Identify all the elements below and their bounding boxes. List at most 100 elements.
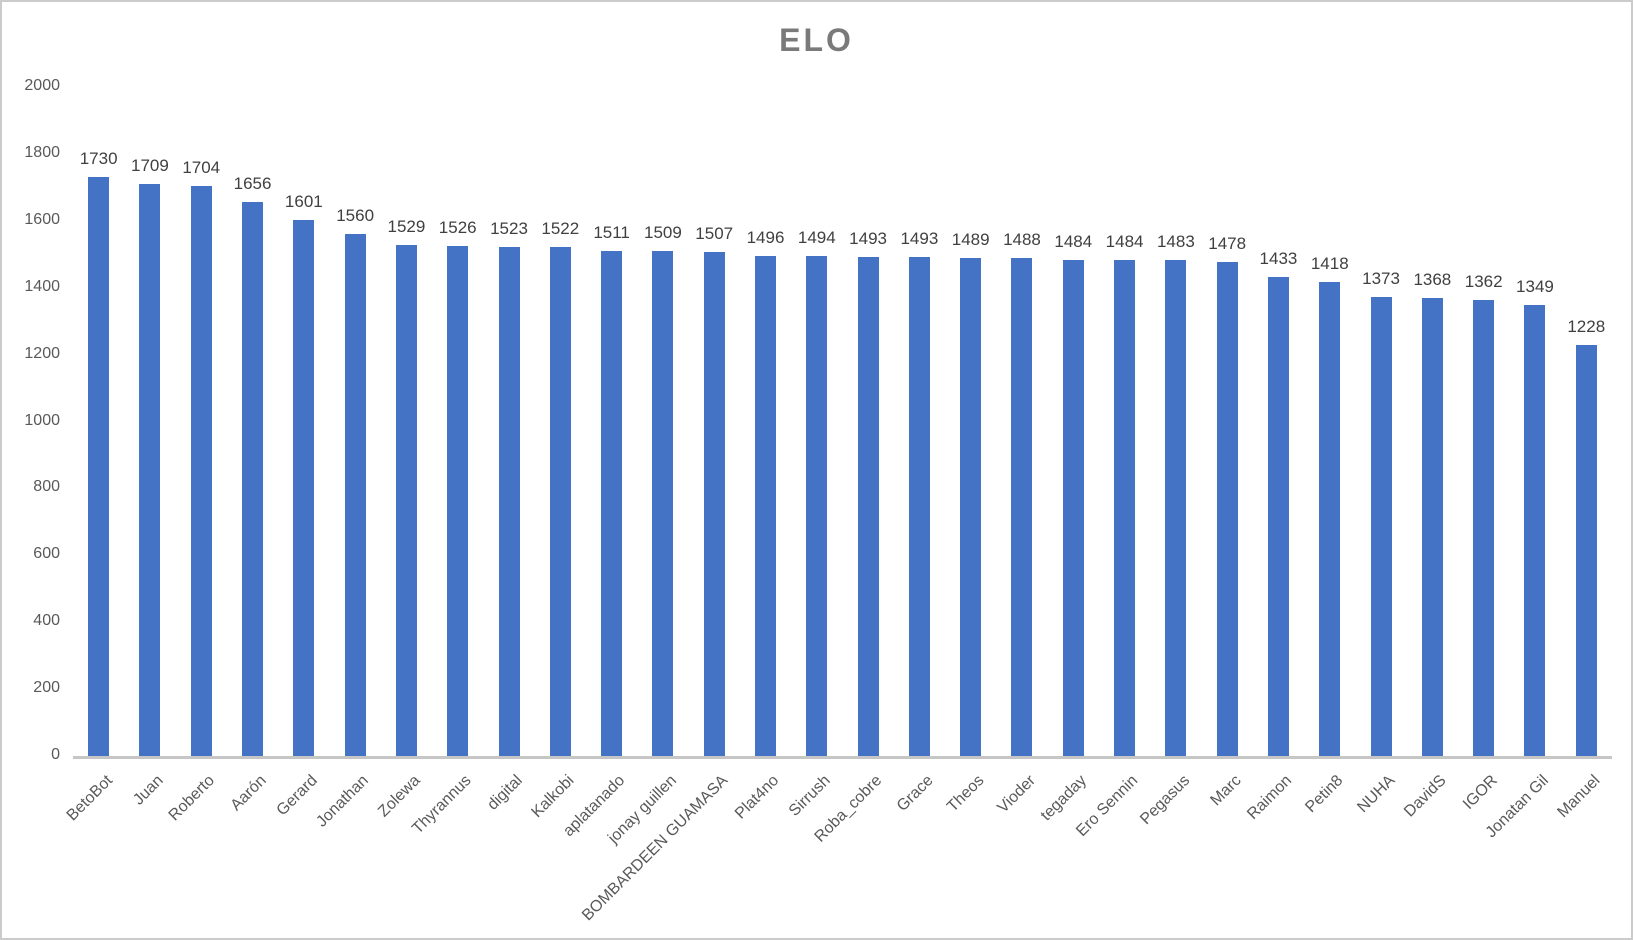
plot-area: 1730 1709 1704 1656 1601 1560 1529 1526 1523 1522… [73,87,1612,759]
bar-value-label: 1730 [79,149,118,169]
y-tick-label: 1400 [24,277,60,295]
bar [1267,276,1289,756]
bar-group: 1488 [996,87,1047,756]
bar-value-label: 1526 [438,217,477,237]
x-tick-label: Gerard [273,772,321,820]
x-tick-label: Jonathan [313,772,373,831]
bar-group: 1493 [894,87,945,756]
bar [447,245,469,756]
y-tick-label: 1600 [24,210,60,228]
bar-group: 1526 [432,87,483,756]
bar-value-label: 1511 [593,222,630,242]
bar [139,184,161,756]
bar-value-label: 1483 [1156,231,1195,251]
x-tick-label: Raimon [1244,772,1296,824]
bar [1319,281,1341,756]
bar [1114,259,1136,756]
bar-group: 1493 [842,87,893,756]
x-tick-label: Roberto [166,772,219,825]
bar-group: 1484 [1048,87,1099,756]
x-tick-label: DavidS [1400,772,1450,821]
bar [1165,259,1187,756]
bar [1575,345,1597,756]
bar [1011,258,1033,756]
bar-value-label: 1509 [643,223,682,243]
y-tick-label: 1800 [24,143,60,161]
bar [601,250,623,756]
y-tick-label: 2000 [24,77,60,94]
y-tick-label: 400 [33,612,60,630]
bar-group: 1368 [1407,87,1458,756]
y-tick-label: 1000 [24,411,60,429]
bar-value-label: 1373 [1362,268,1400,288]
y-tick-label: 600 [33,545,60,563]
bar-value-label: 1560 [336,206,375,226]
bar-group: 1601 [278,87,329,756]
bar-group: 1228 [1561,87,1612,756]
bar-group: 1478 [1202,87,1253,756]
bar [293,220,315,756]
bar [652,251,674,756]
bar-group: 1483 [1150,87,1201,756]
bar [88,177,110,756]
bar-group: 1496 [740,87,791,756]
bar-value-label: 1522 [541,218,580,238]
x-tick-label: Sirrush [786,772,834,820]
bar-group: 1494 [791,87,842,756]
bar-group: 1362 [1458,87,1509,756]
bar-group: 1509 [637,87,688,756]
bar-value-label: 1484 [1054,231,1093,251]
bar [1062,259,1084,756]
bar-group: 1511 [586,87,637,756]
bar-group: 1730 [73,87,124,756]
bar-value-label: 1489 [951,229,990,249]
bar-value-label: 1478 [1208,233,1247,253]
x-tick-label: Zolewa [374,772,424,821]
bar-group: 1484 [1099,87,1150,756]
bar [755,255,776,756]
y-tick-label: 0 [51,746,60,763]
bar-value-label: 1368 [1413,270,1452,290]
bar-value-label: 1529 [387,216,426,236]
bar-value-label: 1228 [1567,317,1606,337]
bar-value-label: 1496 [746,227,785,247]
bar [1421,298,1443,756]
x-tick-label: Theos [944,772,988,816]
bar-value-label: 1523 [490,218,528,238]
bar-value-label: 1656 [233,174,272,194]
x-tick-label: IGOR [1459,772,1501,813]
bar [908,256,930,756]
bar-group: 1507 [689,87,740,756]
bar-value-label: 1507 [695,223,734,243]
bar-group: 1529 [381,87,432,756]
bar-value-label: 1349 [1516,276,1554,296]
bar-value-label: 1704 [182,158,221,178]
y-tick-label: 800 [33,478,60,496]
bar-value-label: 1418 [1310,253,1349,273]
bar [344,234,366,756]
x-tick-label: BetoBot [63,772,116,825]
bar [1473,300,1495,756]
bar [857,256,879,756]
x-tick-label: digital [484,772,527,814]
bar [190,186,212,756]
bar-group: 1709 [124,87,175,756]
bar-group: 1489 [945,87,996,756]
x-tick-label: Aarón [227,772,270,815]
bar [806,256,828,756]
bar-value-label: 1494 [797,228,836,248]
bar [498,246,520,756]
bar-group: 1373 [1355,87,1406,756]
bar [703,251,725,756]
bar-group: 1656 [227,87,278,756]
bar-group: 1522 [535,87,586,756]
x-tick-label: Kalkobi [528,772,578,822]
bar [1524,304,1546,756]
bar-value-label: 1362 [1464,272,1503,292]
bar-group: 1349 [1509,87,1560,756]
bar [1216,261,1238,756]
bar-group: 1704 [176,87,227,756]
bar [1370,296,1392,756]
bar [960,257,982,756]
